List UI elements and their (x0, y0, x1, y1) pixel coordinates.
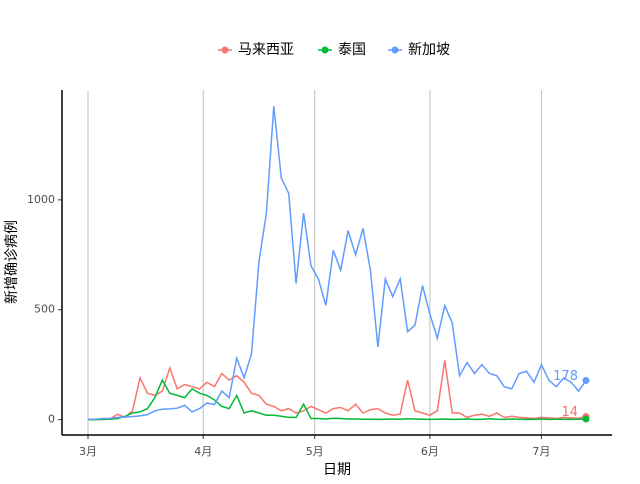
legend-label: 泰国 (338, 42, 366, 58)
legend-swatch-point (391, 46, 399, 54)
legend-swatch-point (221, 46, 229, 54)
end-label: 14 (561, 405, 578, 420)
end-point (582, 377, 590, 385)
series-line (88, 106, 587, 420)
x-tick-label: 5月 (306, 445, 324, 458)
legend-label: 新加坡 (408, 42, 450, 58)
y-tick-label: 1000 (27, 193, 55, 206)
legend-swatch-point (321, 46, 329, 54)
series-line (88, 360, 587, 421)
end-point (582, 415, 590, 423)
x-tick-label: 4月 (194, 445, 212, 458)
x-tick-label: 3月 (79, 445, 97, 458)
x-tick-label: 6月 (421, 445, 439, 458)
y-tick-label: 500 (34, 303, 55, 316)
y-axis-label: 新增确诊病例 (4, 220, 20, 304)
y-tick-label: 0 (48, 413, 55, 426)
legend-label: 马来西亚 (238, 42, 294, 58)
end-label: 178 (553, 369, 578, 384)
x-tick-label: 7月 (532, 445, 550, 458)
series-line (88, 378, 587, 421)
x-axis-label: 日期 (323, 462, 351, 478)
